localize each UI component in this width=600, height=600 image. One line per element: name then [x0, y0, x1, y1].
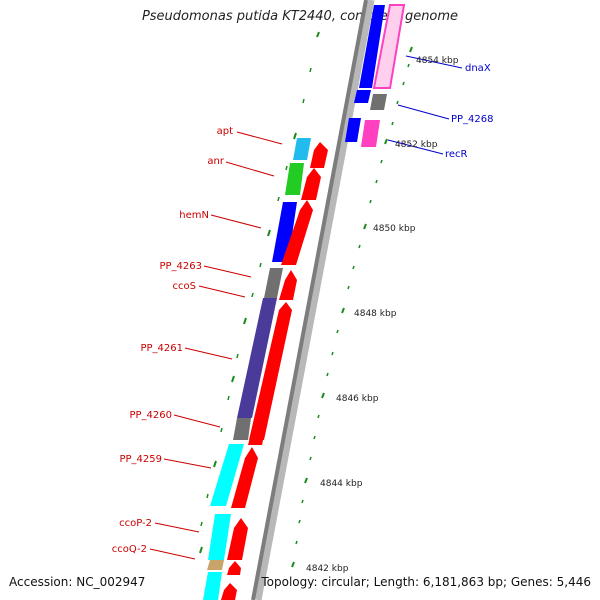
gene-label-ccoS: ccoS [173, 281, 196, 292]
right-gene-labels: dnaX PP_4268 recR [445, 63, 494, 160]
scale-label: 4848 kbp [354, 309, 397, 319]
gene-label-PP_4263: PP_4263 [159, 261, 202, 272]
red-arrow-1 [310, 142, 328, 168]
gene-label-recR: recR [445, 149, 468, 160]
red-strand-track [221, 142, 328, 600]
gene-label-PP_4268: PP_4268 [451, 114, 494, 125]
PP_4268-gene [370, 94, 387, 110]
recR-gene [361, 120, 380, 147]
hemN-gene [272, 202, 297, 262]
anr-gene [285, 163, 304, 195]
scale-label: 4852 kbp [395, 140, 438, 150]
PP_4260-gene [233, 418, 251, 440]
gene-label-apt: apt [217, 126, 233, 137]
blue-gene-arrow [345, 118, 361, 142]
right-label-connectors [387, 55, 463, 155]
gene-label-PP_4259: PP_4259 [119, 454, 162, 465]
left-feature-track [203, 138, 311, 600]
red-arrow-6 [248, 422, 265, 445]
PP_4261-gene [237, 298, 277, 418]
PP_4259-gene [210, 444, 244, 506]
genome-summary-label: Topology: circular; Length: 6,181,863 bp… [261, 575, 591, 589]
dnaX-arrow [354, 90, 371, 103]
scale-label: 4844 kbp [320, 479, 363, 489]
gene-label-dnaX: dnaX [465, 63, 491, 74]
scale-tick-ring [291, 46, 413, 568]
backbone-line [251, 0, 368, 600]
scale-labels: 4854 kbp 4852 kbp 4850 kbp 4848 kbp 4846… [306, 56, 459, 574]
gene-label-PP_4260: PP_4260 [129, 410, 172, 421]
red-arrow-9 [227, 561, 241, 575]
red-arrow-2 [301, 168, 321, 200]
gene-label-ccoQ-2: ccoQ-2 [112, 544, 147, 555]
backbone-shadow [254, 0, 375, 600]
left-gene-labels: apt anr hemN PP_4263 ccoS PP_4261 PP_426… [112, 126, 233, 555]
cyan-gene-tail [203, 572, 222, 600]
red-arrow-4 [279, 270, 297, 300]
red-arrow-8 [227, 518, 248, 560]
scale-label: 4850 kbp [373, 224, 416, 234]
red-arrow-3 [281, 200, 313, 265]
red-arrow-10 [221, 583, 237, 600]
left-label-connectors [149, 131, 283, 560]
blue-gene-band [359, 5, 385, 88]
upper-feature-track [345, 0, 406, 147]
scale-label: 4846 kbp [336, 394, 379, 404]
scale-label: 4842 kbp [306, 564, 349, 574]
red-arrow-5 [249, 302, 292, 440]
ccoQ-2-gene [207, 560, 224, 570]
pink-gene-band [372, 4, 406, 89]
gene-label-hemN: hemN [179, 210, 209, 221]
outer-tick-ring [199, 31, 320, 554]
apt-gene [293, 138, 311, 160]
gene-label-ccoP-2: ccoP-2 [119, 518, 152, 529]
PP_4263-gene [264, 268, 283, 298]
ccoP-2-gene [208, 514, 231, 560]
red-arrow-7 [231, 447, 258, 508]
gene-label-anr: anr [207, 156, 224, 167]
gene-label-PP_4261: PP_4261 [140, 343, 183, 354]
scale-label: 4854 kbp [416, 56, 459, 66]
accession-label: Accession: NC_002947 [9, 575, 146, 589]
